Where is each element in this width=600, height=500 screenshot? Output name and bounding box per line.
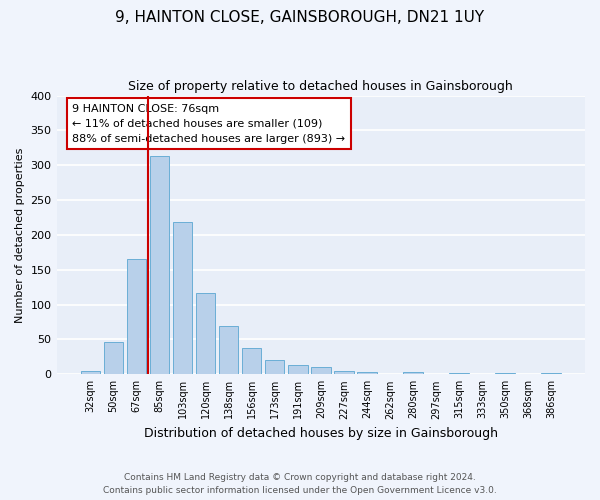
Bar bbox=[449, 373, 469, 374]
X-axis label: Distribution of detached houses by size in Gainsborough: Distribution of detached houses by size … bbox=[144, 427, 498, 440]
Bar bbox=[104, 342, 123, 374]
Text: Contains HM Land Registry data © Crown copyright and database right 2024.
Contai: Contains HM Land Registry data © Crown c… bbox=[103, 474, 497, 495]
Bar bbox=[265, 360, 284, 374]
Bar bbox=[219, 326, 238, 374]
Bar bbox=[127, 260, 146, 374]
Bar bbox=[196, 293, 215, 374]
Bar bbox=[496, 373, 515, 374]
Bar bbox=[80, 371, 100, 374]
Bar bbox=[242, 348, 262, 374]
Bar bbox=[541, 373, 561, 374]
Bar bbox=[311, 366, 331, 374]
Bar bbox=[288, 365, 308, 374]
Bar bbox=[173, 222, 193, 374]
Text: 9, HAINTON CLOSE, GAINSBOROUGH, DN21 1UY: 9, HAINTON CLOSE, GAINSBOROUGH, DN21 1UY bbox=[115, 10, 485, 25]
Bar bbox=[357, 372, 377, 374]
Y-axis label: Number of detached properties: Number of detached properties bbox=[15, 147, 25, 322]
Bar bbox=[149, 156, 169, 374]
Text: 9 HAINTON CLOSE: 76sqm
← 11% of detached houses are smaller (109)
88% of semi-de: 9 HAINTON CLOSE: 76sqm ← 11% of detached… bbox=[73, 104, 346, 144]
Bar bbox=[403, 372, 423, 374]
Bar bbox=[334, 371, 353, 374]
Title: Size of property relative to detached houses in Gainsborough: Size of property relative to detached ho… bbox=[128, 80, 513, 93]
